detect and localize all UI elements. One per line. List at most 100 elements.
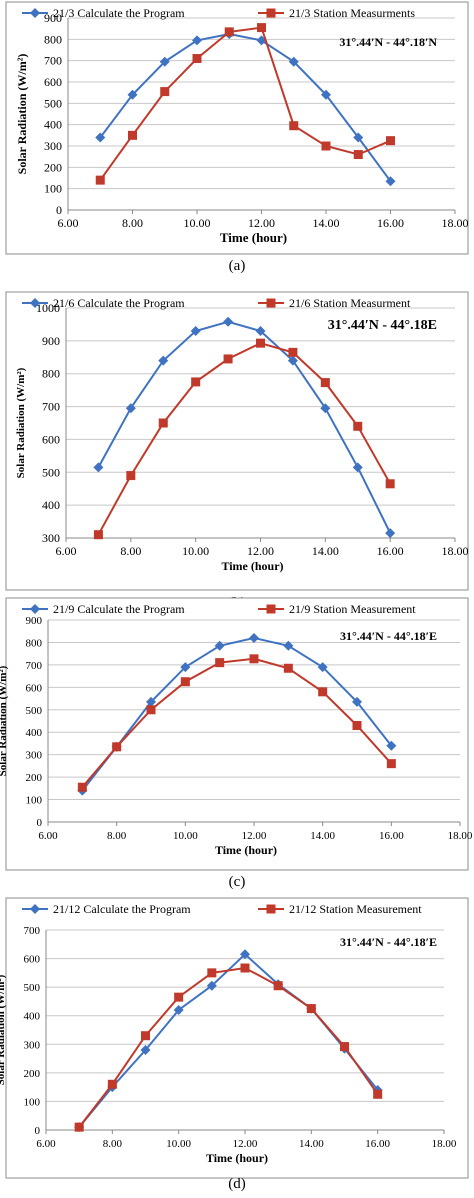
data-point-square <box>112 742 122 752</box>
x-tick-label: 16.00 <box>365 1138 390 1150</box>
data-point-square <box>249 654 259 664</box>
data-point-diamond <box>352 696 362 707</box>
y-axis-title: Solar Radiation (W/m²) <box>15 367 27 478</box>
data-point-diamond <box>173 1005 184 1015</box>
data-point-square <box>240 963 250 973</box>
series-line-1 <box>97 320 392 534</box>
legend-label: 21/6 Calculate the Program <box>53 296 185 310</box>
data-point-square <box>160 87 170 97</box>
data-point-diamond <box>140 1045 151 1055</box>
y-tick-label: 300 <box>44 139 62 153</box>
data-point-diamond <box>206 980 217 991</box>
x-tick-label: 14.00 <box>313 216 340 230</box>
series-line-1 <box>99 32 392 182</box>
y-tick-label: 700 <box>44 54 62 68</box>
data-point-diamond <box>353 132 364 143</box>
y-tick-label: 100 <box>26 795 43 807</box>
y-axis-title: Solar Radiation (W/m²) <box>15 54 29 175</box>
y-tick-label: 400 <box>24 1011 41 1023</box>
y-tick-label: 700 <box>26 660 43 672</box>
legend-label: 21/12 Station Measurement <box>289 902 422 916</box>
y-tick-label: 200 <box>24 1068 41 1080</box>
x-tick-label: 12.00 <box>248 216 275 230</box>
x-axis-title: Time (hour) <box>206 1151 268 1165</box>
x-tick-label: 12.00 <box>242 830 267 842</box>
data-point-square <box>386 136 395 146</box>
data-point-square <box>257 23 266 33</box>
data-point-diamond <box>283 640 294 651</box>
data-point-diamond <box>288 56 299 67</box>
data-point-square <box>385 479 395 489</box>
x-tick-label: 14.00 <box>312 544 339 558</box>
x-tick-label: 6.00 <box>36 1138 56 1150</box>
data-point-square <box>107 1079 117 1089</box>
y-tick-label: 900 <box>44 11 62 25</box>
x-tick-label: 18.00 <box>432 1138 457 1150</box>
data-point-diamond <box>255 326 266 336</box>
data-point-diamond <box>180 662 191 673</box>
y-tick-label: 500 <box>44 96 62 110</box>
y-tick-label: 800 <box>44 32 62 46</box>
legend-label: 21/9 Calculate the Program <box>53 602 185 616</box>
x-tick-label: 6.00 <box>38 830 58 842</box>
panel-label: (c) <box>229 874 246 890</box>
y-tick-label: 0 <box>35 1125 41 1137</box>
y-tick-label: 300 <box>24 1039 41 1051</box>
data-point-square <box>74 1122 84 1132</box>
x-tick-label: 18.00 <box>442 544 469 558</box>
data-point-diamond <box>352 462 363 473</box>
y-tick-label: 300 <box>26 750 43 762</box>
data-point-square <box>273 981 283 991</box>
data-point-diamond <box>158 355 169 366</box>
data-point-square <box>93 530 103 540</box>
x-axis-title: Time (hour) <box>215 843 277 857</box>
y-tick-label: 400 <box>42 498 60 512</box>
x-tick-label: 8.00 <box>103 1138 123 1150</box>
series-line-2 <box>81 657 393 788</box>
chart-panel-d: 0 100 200 300 400 500 600 700 6.00 8.00 10.00 12.00… <box>0 897 469 1179</box>
coordinate-label: 31°.44′N - 44°.18′N <box>339 35 437 49</box>
data-point-diamond <box>93 462 104 473</box>
x-tick-label: 12.00 <box>233 1138 258 1150</box>
data-point-square <box>352 720 362 730</box>
data-point-square <box>191 377 201 387</box>
data-point-square <box>223 354 233 364</box>
legend-label: 21/3 Station Measurments <box>289 6 415 20</box>
y-tick-label: 200 <box>44 160 62 174</box>
x-tick-label: 6.00 <box>56 544 77 558</box>
x-tick-label: 18.00 <box>442 216 469 230</box>
y-tick-label: 800 <box>26 637 43 649</box>
data-point-diamond <box>159 56 170 67</box>
y-tick-label: 500 <box>26 705 43 717</box>
y-tick-label: 500 <box>42 465 60 479</box>
y-tick-label: 700 <box>42 400 60 414</box>
data-point-square <box>174 992 184 1002</box>
y-tick-label: 700 <box>24 925 41 937</box>
y-tick-label: 600 <box>26 682 43 694</box>
legend-marker <box>30 8 40 18</box>
data-point-square <box>353 150 363 160</box>
data-point-diamond <box>385 528 396 539</box>
x-tick-label: 12.00 <box>247 544 274 558</box>
data-point-square <box>320 378 330 388</box>
data-point-diamond <box>146 696 156 707</box>
data-point-square <box>321 141 331 151</box>
legend-marker <box>266 298 276 308</box>
data-point-square <box>318 687 328 697</box>
x-axis-title: Time (hour) <box>220 230 287 245</box>
data-point-diamond <box>214 640 225 651</box>
y-tick-label: 400 <box>44 118 62 132</box>
data-point-square <box>128 130 137 140</box>
data-point-square <box>95 175 105 185</box>
y-tick-label: 100 <box>24 1096 41 1108</box>
x-tick-label: 8.00 <box>122 216 143 230</box>
chart-panel-a: 0 100 200 300 400 500 600 700 800 900 6.00 8.00 10.0… <box>5 1 469 255</box>
data-point-diamond <box>317 662 328 673</box>
x-tick-label: 6.00 <box>58 216 79 230</box>
legend-label: 21/9 Station Measurement <box>289 602 416 616</box>
series-line-2 <box>78 966 379 1128</box>
x-axis-title: Time (hour) <box>221 559 283 573</box>
y-axis-title: Solar Radiation (W/m²) <box>0 665 9 776</box>
x-tick-label: 16.00 <box>377 544 404 558</box>
data-point-square <box>256 338 265 348</box>
